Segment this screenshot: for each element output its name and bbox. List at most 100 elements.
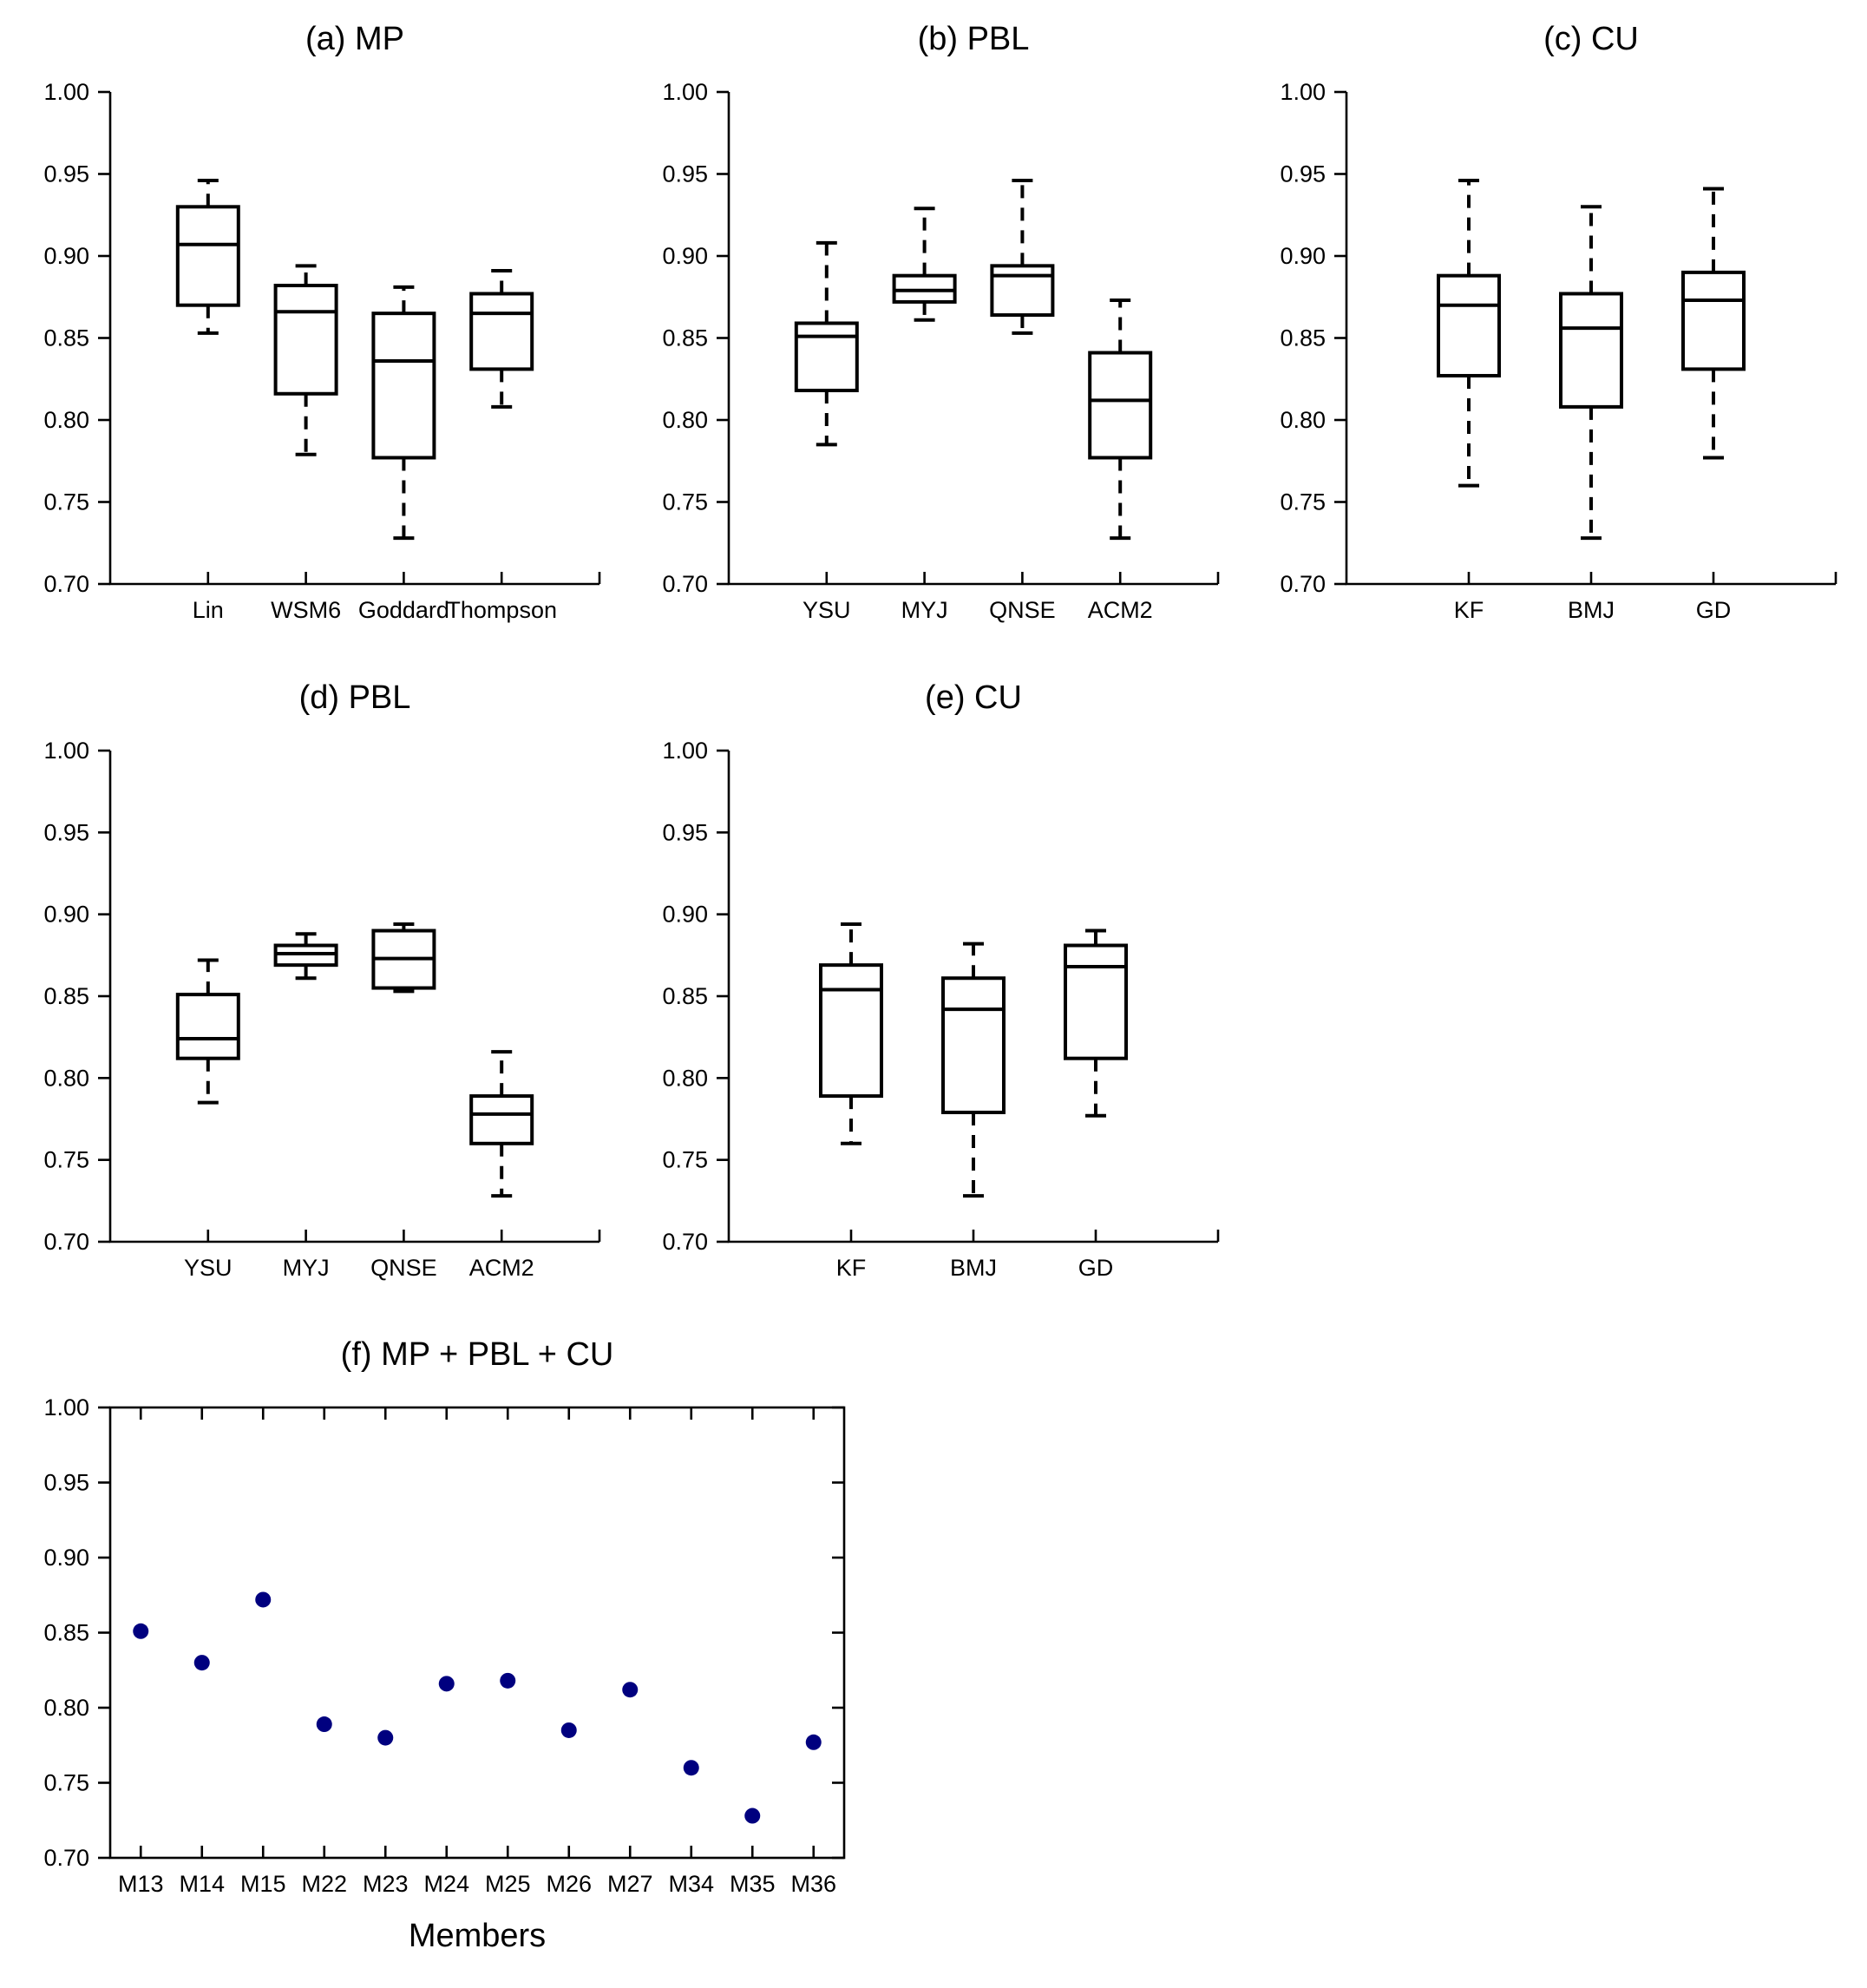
- y-tick-label: 0.75: [662, 489, 708, 515]
- panel-title: (a) MP: [305, 21, 404, 57]
- box-ACM2: [1088, 299, 1153, 541]
- iqr-box: [819, 963, 883, 1099]
- y-tick-label: 0.95: [1280, 161, 1326, 187]
- x-tick-label: M26: [546, 1871, 592, 1897]
- iqr-box: [371, 312, 436, 460]
- point-M35: [744, 1808, 761, 1824]
- x-tick-label: M23: [363, 1871, 409, 1897]
- iqr-box: [469, 292, 534, 371]
- y-tick-label: 0.85: [43, 983, 89, 1009]
- y-tick-label: 0.85: [662, 983, 708, 1009]
- panel-b: (b) PBL 0.70 0.75 0.80 0.85 0.90 0.95 1.00 YSU MY…: [662, 21, 1220, 623]
- x-tick-label: M22: [301, 1871, 347, 1897]
- point-M22: [316, 1716, 332, 1733]
- iqr-box: [1681, 270, 1746, 371]
- y-tick-label: 1.00: [1280, 79, 1326, 105]
- box-Lin: [175, 179, 240, 335]
- x-tick-label: KF: [836, 1255, 867, 1281]
- y-tick-label: 0.80: [662, 1065, 708, 1091]
- x-tick-label: Lin: [193, 597, 224, 623]
- y-tick-label: 0.80: [43, 1065, 89, 1091]
- x-tick-label: Goddard: [358, 597, 449, 623]
- point-M25: [500, 1672, 516, 1689]
- y-tick-label: 0.70: [662, 571, 708, 597]
- x-tick-label: MYJ: [901, 597, 948, 623]
- panel-c: (c) CU 0.70 0.75 0.80 0.85 0.90 0.95 1.00 KF BMJ G…: [1280, 21, 1838, 623]
- panel-f: (f) MP + PBL + CU 0.70 0.75 0.80 0.85 0.90 0.9…: [43, 1336, 846, 1954]
- y-tick-label: 0.90: [662, 243, 708, 269]
- box-Thompson: [469, 269, 534, 409]
- y-tick-label: 0.75: [43, 1770, 89, 1796]
- x-tick-label: QNSE: [989, 597, 1056, 623]
- panel-title: (d) PBL: [299, 679, 411, 716]
- panel-d: (d) PBL 0.70 0.75 0.80 0.85 0.90 0.95 1.00 YSU MY…: [43, 679, 601, 1281]
- x-tick-label: YSU: [184, 1255, 233, 1281]
- y-tick-label: 0.70: [43, 1845, 89, 1871]
- y-tick-label: 0.95: [43, 161, 89, 187]
- box-YSU: [794, 240, 859, 447]
- box-GD: [1064, 928, 1128, 1118]
- x-tick-label: M15: [240, 1871, 286, 1897]
- iqr-box: [175, 993, 240, 1060]
- x-tick-label: BMJ: [1568, 597, 1615, 623]
- point-M13: [133, 1623, 149, 1639]
- y-tick-label: 0.90: [662, 902, 708, 928]
- x-tick-label: M14: [179, 1871, 225, 1897]
- iqr-box: [469, 1094, 534, 1145]
- y-tick-label: 0.75: [1280, 489, 1326, 515]
- box-BMJ: [1559, 205, 1623, 541]
- y-tick-label: 0.95: [43, 1470, 89, 1496]
- iqr-box: [990, 264, 1055, 318]
- y-tick-label: 0.70: [662, 1229, 708, 1255]
- y-tick-label: 0.80: [43, 407, 89, 433]
- panel-title: (e) CU: [925, 679, 1022, 716]
- y-tick-label: 0.80: [1280, 407, 1326, 433]
- box-BMJ: [941, 942, 1006, 1198]
- y-tick-label: 0.80: [43, 1695, 89, 1721]
- box-MYJ: [892, 207, 957, 322]
- point-M26: [560, 1722, 577, 1738]
- x-tick-label: ACM2: [469, 1255, 534, 1281]
- x-tick-label: M25: [485, 1871, 531, 1897]
- box-KF: [1437, 179, 1501, 488]
- box-QNSE: [371, 922, 436, 994]
- y-tick-label: 0.90: [43, 902, 89, 928]
- x-tick-label: GD: [1078, 1255, 1114, 1281]
- y-tick-label: 0.85: [1280, 325, 1326, 351]
- x-tick-label: Thompson: [446, 597, 557, 623]
- x-tick-label: M13: [118, 1871, 164, 1897]
- box-KF: [819, 922, 883, 1145]
- y-tick-label: 0.85: [43, 325, 89, 351]
- box-YSU: [175, 958, 240, 1105]
- point-M14: [193, 1655, 210, 1671]
- point-M23: [377, 1729, 394, 1746]
- panel-a: (a) MP 0.70 0.75 0.80 0.85 0.90 0.95 1.00 Lin WSM…: [43, 21, 601, 623]
- x-tick-label: QNSE: [370, 1255, 437, 1281]
- panel-title: (f) MP + PBL + CU: [341, 1336, 614, 1373]
- y-tick-label: 0.90: [1280, 243, 1326, 269]
- x-tick-label: M24: [423, 1871, 469, 1897]
- y-tick-label: 0.75: [43, 1147, 89, 1173]
- x-tick-label: MYJ: [283, 1255, 330, 1281]
- x-tick-label: M27: [607, 1871, 653, 1897]
- panel-e: (e) CU 0.70 0.75 0.80 0.85 0.90 0.95 1.00 KF BMJ G…: [662, 679, 1220, 1281]
- y-tick-label: 0.80: [662, 407, 708, 433]
- iqr-box: [175, 205, 240, 307]
- x-tick-label: M35: [730, 1871, 776, 1897]
- y-tick-label: 0.70: [1280, 571, 1326, 597]
- box-MYJ: [273, 932, 338, 981]
- panel-title: (b) PBL: [918, 21, 1030, 57]
- y-tick-label: 0.95: [662, 819, 708, 845]
- iqr-box: [941, 976, 1006, 1114]
- y-tick-label: 0.70: [43, 1229, 89, 1255]
- x-tick-label: ACM2: [1088, 597, 1153, 623]
- y-tick-label: 1.00: [43, 738, 89, 764]
- point-M34: [683, 1760, 699, 1776]
- box-ACM2: [469, 1050, 534, 1198]
- point-M27: [622, 1682, 639, 1698]
- y-tick-label: 0.85: [43, 1620, 89, 1646]
- y-tick-label: 0.75: [43, 489, 89, 515]
- y-tick-label: 0.90: [43, 1545, 89, 1571]
- y-tick-label: 0.95: [662, 161, 708, 187]
- y-tick-label: 0.75: [662, 1147, 708, 1173]
